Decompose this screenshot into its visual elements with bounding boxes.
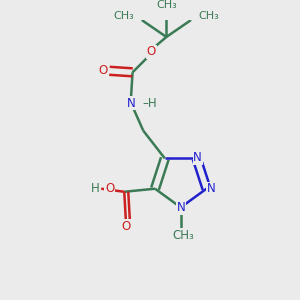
Text: CH₃: CH₃ bbox=[172, 229, 194, 242]
Text: CH₃: CH₃ bbox=[156, 0, 177, 10]
Text: O: O bbox=[121, 220, 130, 233]
Text: O: O bbox=[105, 182, 114, 195]
Text: CH₃: CH₃ bbox=[199, 11, 219, 21]
Text: N: N bbox=[193, 151, 202, 164]
Text: O: O bbox=[147, 45, 156, 58]
Text: H: H bbox=[91, 182, 100, 195]
Text: N: N bbox=[127, 97, 135, 110]
Text: CH₃: CH₃ bbox=[113, 11, 134, 21]
Text: N: N bbox=[176, 201, 185, 214]
Text: O: O bbox=[98, 64, 107, 77]
Text: –H: –H bbox=[143, 97, 157, 110]
Text: N: N bbox=[207, 182, 215, 195]
